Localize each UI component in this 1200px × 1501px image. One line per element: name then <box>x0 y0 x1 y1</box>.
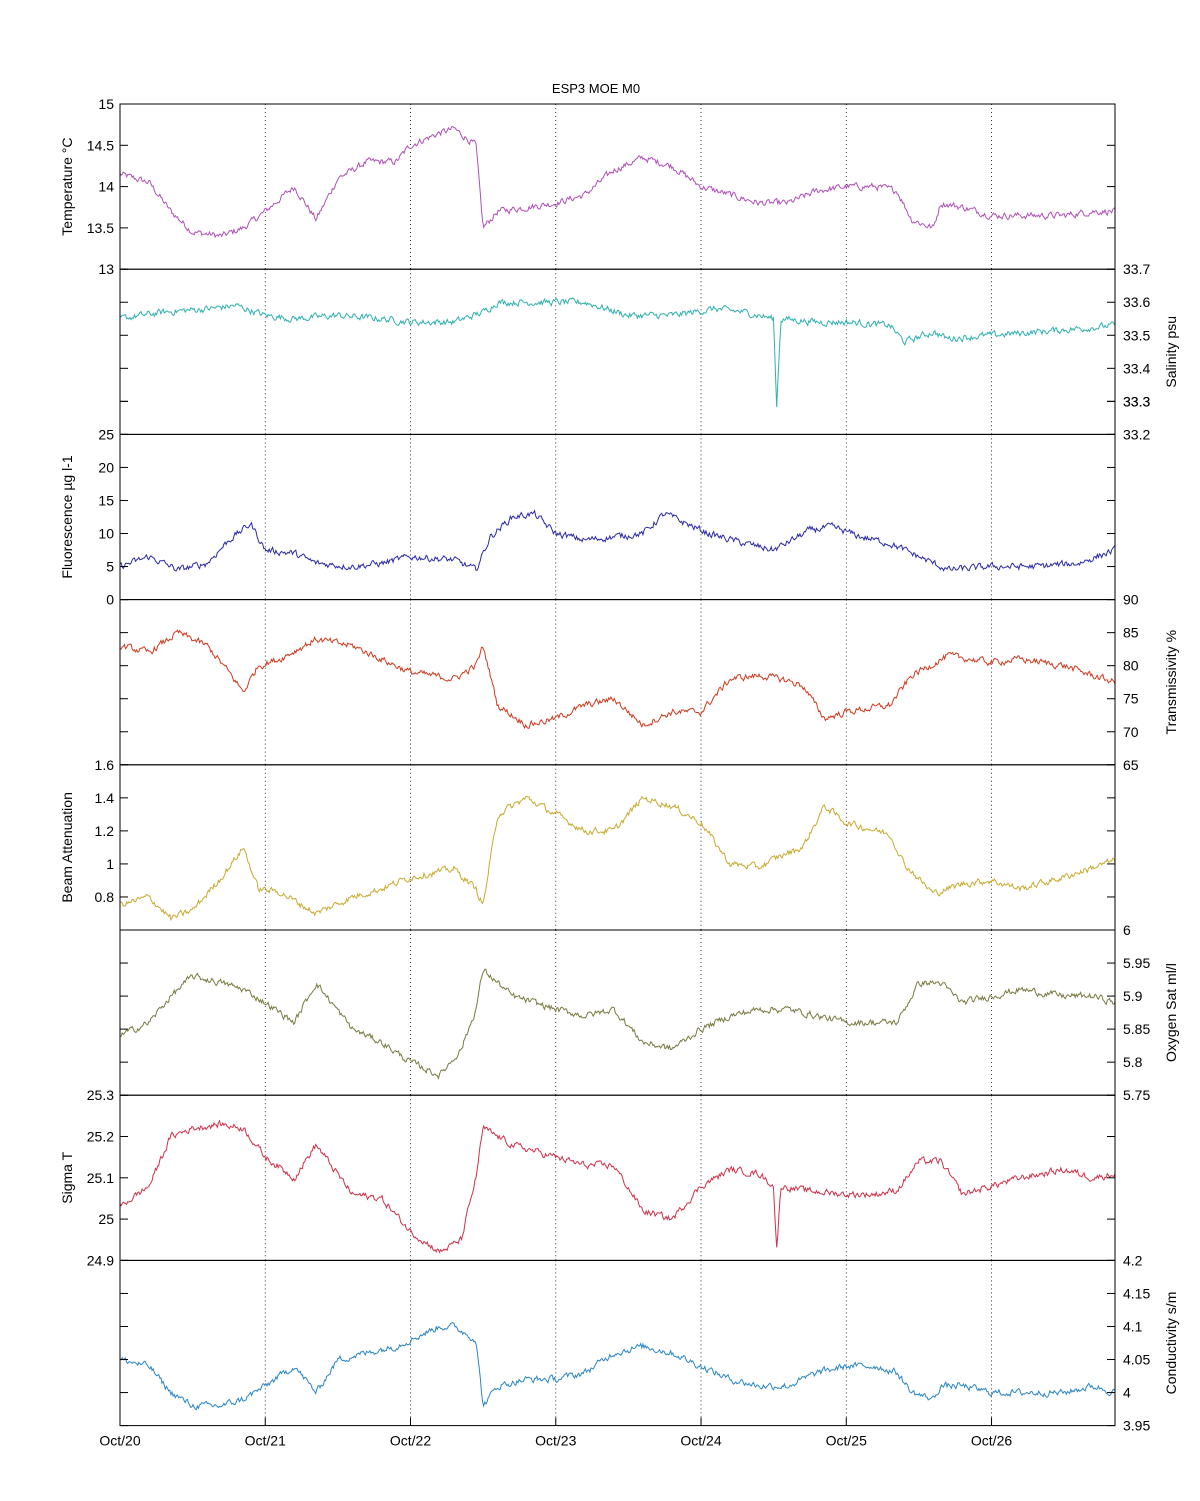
panel-frame <box>119 268 1116 435</box>
panel-3: 0 5 10 15 20 25 Fluorescence µg l-1 <box>59 426 1116 608</box>
y-tick-label: 90 <box>1123 592 1139 608</box>
y-tick-label: 25.1 <box>87 1170 114 1186</box>
series-line <box>119 1119 1116 1254</box>
series-line <box>119 126 1116 239</box>
x-tick-label: Oct/20 <box>99 1433 140 1449</box>
panel-frame <box>119 1259 1116 1427</box>
panel-frame <box>119 103 1116 270</box>
y-axis-label: Oxygen Sat ml/l <box>1163 963 1179 1062</box>
y-tick-label: 5.9 <box>1123 988 1143 1004</box>
y-tick-label: 5.8 <box>1123 1054 1143 1070</box>
panel-frame <box>119 599 1116 766</box>
panel-frame <box>119 929 1116 1096</box>
y-tick-label: 25 <box>98 426 114 442</box>
y-tick-label: 4.2 <box>1123 1252 1143 1268</box>
series-line <box>119 629 1116 730</box>
y-axis-label: Transmissivity % <box>1163 630 1179 735</box>
panel-4: 65 70 75 80 85 90 Transmissivity % <box>119 592 1179 773</box>
panel-frame <box>119 1094 1116 1261</box>
y-tick-label: 25 <box>98 1211 114 1227</box>
panel-frame <box>119 433 1116 601</box>
series-line <box>119 297 1116 408</box>
y-tick-label: 5 <box>106 559 114 575</box>
x-tick-label: Oct/23 <box>535 1433 576 1449</box>
y-tick-label: 6 <box>1123 922 1131 938</box>
y-tick-label: 70 <box>1123 724 1139 740</box>
y-tick-label: 1.2 <box>95 823 115 839</box>
y-tick-label: 20 <box>98 459 114 475</box>
y-tick-label: 10 <box>98 526 114 542</box>
y-tick-label: 75 <box>1123 691 1139 707</box>
panel-7: 24.9 25 25.1 25.2 25.3 Sigma T <box>59 1087 1116 1268</box>
y-tick-label: 15 <box>98 492 114 508</box>
series-line <box>120 968 1116 1080</box>
y-tick-label: 25.2 <box>87 1129 114 1145</box>
y-tick-label: 33.3 <box>1123 393 1150 409</box>
y-tick-label: 65 <box>1123 757 1139 773</box>
y-tick-label: 14 <box>98 179 114 195</box>
figure-title: ESP3 MOE M0 <box>552 81 640 96</box>
y-axis-label: Fluorescence µg l-1 <box>59 455 75 578</box>
y-tick-label: 4.1 <box>1123 1318 1143 1334</box>
y-tick-label: 1.6 <box>95 757 115 773</box>
y-tick-label: 85 <box>1123 625 1139 641</box>
y-tick-label: 33.5 <box>1123 327 1150 343</box>
y-tick-label: 25.3 <box>87 1087 114 1103</box>
y-tick-label: 33.4 <box>1123 360 1150 376</box>
x-axis: Oct/20 Oct/21 Oct/22 Oct/23 Oct/24 Oct/25 Oct/… <box>99 1417 1012 1449</box>
y-tick-label: 0 <box>106 592 114 608</box>
y-tick-label: 33.7 <box>1123 261 1150 277</box>
y-tick-label: 13 <box>98 261 114 277</box>
y-tick-label: 13.5 <box>87 220 114 236</box>
y-tick-label: 33.2 <box>1123 426 1150 442</box>
series-line <box>119 509 1116 572</box>
y-tick-label: 5.85 <box>1123 1021 1150 1037</box>
y-tick-label: 15 <box>98 96 114 112</box>
x-tick-label: Oct/26 <box>971 1433 1012 1449</box>
y-tick-label: 24.9 <box>87 1252 114 1268</box>
y-axis-label: Temperature °C <box>59 137 75 235</box>
y-tick-label: 4.05 <box>1123 1352 1150 1368</box>
y-tick-label: 0.8 <box>95 889 115 905</box>
y-tick-label: 14.5 <box>87 137 114 153</box>
panel-5: 0.8 1 1.2 1.4 1.6 Beam Attenuation <box>59 757 1116 931</box>
x-tick-label: Oct/25 <box>826 1433 867 1449</box>
x-tick-label: Oct/24 <box>680 1433 721 1449</box>
y-tick-label: 33.6 <box>1123 294 1150 310</box>
y-axis-label: Salinity psu <box>1163 316 1179 388</box>
panel-6: 5.75 5.8 5.85 5.9 5.95 6 Oxygen Sat ml/l <box>119 922 1179 1103</box>
panel-1: 13 13.5 14 14.5 15 Temperature °C <box>59 96 1116 277</box>
y-tick-label: 5.95 <box>1123 955 1150 971</box>
series-line <box>119 1322 1116 1411</box>
y-tick-label: 4 <box>1123 1385 1131 1401</box>
y-tick-label: 3.95 <box>1123 1418 1150 1434</box>
y-tick-label: 1 <box>106 856 114 872</box>
panel-8: 3.95 4 4.05 4.1 4.15 4.2 Conductivity s/m <box>119 1252 1179 1434</box>
y-axis-label: Conductivity s/m <box>1163 1292 1179 1395</box>
y-tick-label: 4.15 <box>1123 1285 1150 1301</box>
y-tick-label: 33.3 <box>1123 393 1150 409</box>
y-tick-label: 5.75 <box>1123 1087 1150 1103</box>
y-axis-label: Sigma T <box>59 1151 75 1203</box>
x-tick-label: Oct/21 <box>245 1433 286 1449</box>
x-tick-label: Oct/22 <box>390 1433 431 1449</box>
series-line <box>119 795 1116 922</box>
panel-frame <box>119 764 1116 931</box>
y-tick-label: 1.4 <box>95 790 115 806</box>
y-axis-label: Beam Attenuation <box>59 792 75 903</box>
y-tick-label: 80 <box>1123 658 1139 674</box>
